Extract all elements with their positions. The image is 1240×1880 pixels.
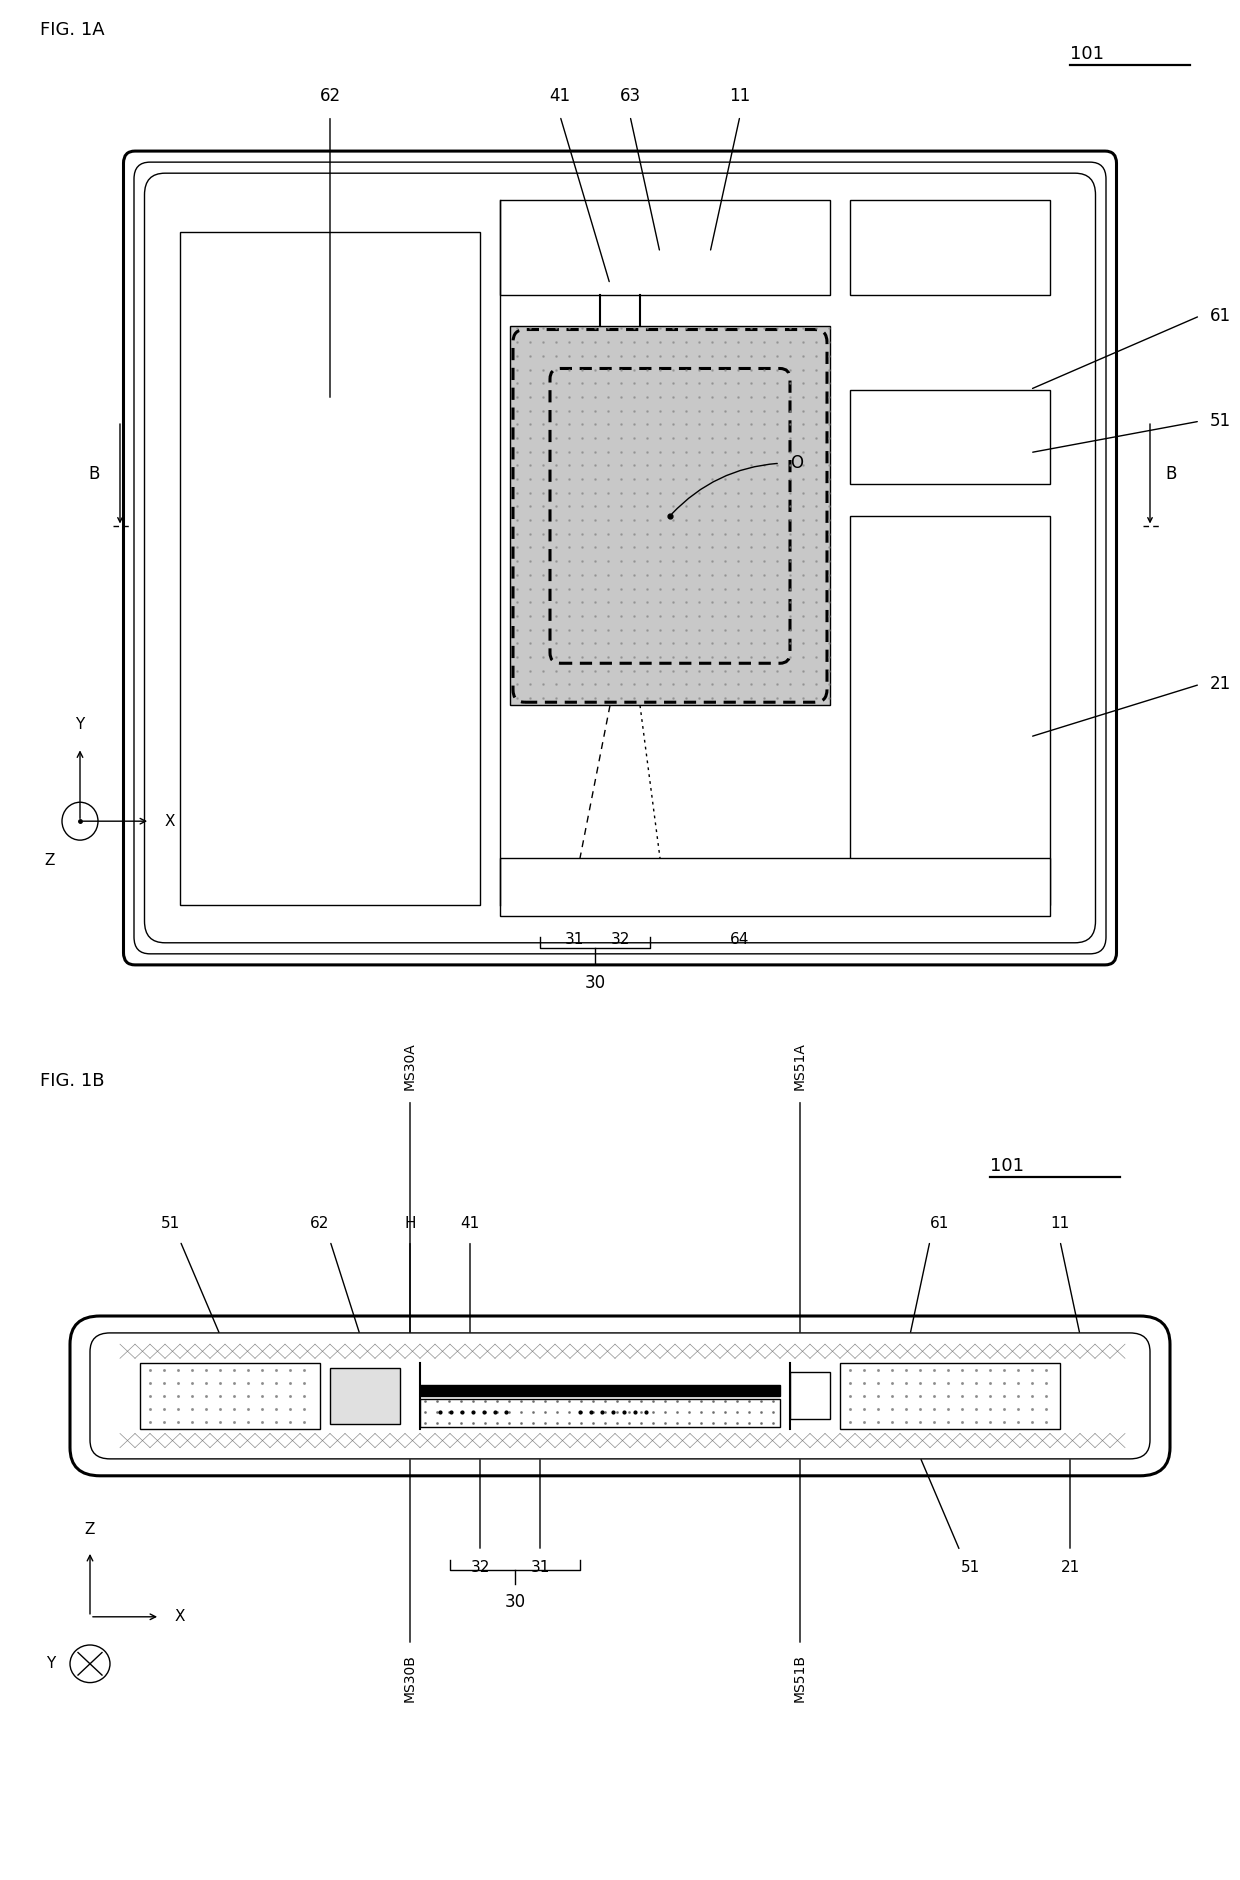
Text: 31: 31 xyxy=(565,932,585,948)
Text: 30: 30 xyxy=(584,974,605,993)
Text: 101: 101 xyxy=(1070,45,1104,64)
Text: X: X xyxy=(165,814,176,829)
Text: Z: Z xyxy=(45,854,56,869)
Text: 61: 61 xyxy=(930,1216,950,1231)
FancyBboxPatch shape xyxy=(134,162,1106,953)
FancyBboxPatch shape xyxy=(91,1333,1149,1459)
Text: 32: 32 xyxy=(610,932,630,948)
Text: 21: 21 xyxy=(1060,1560,1080,1575)
Text: Z: Z xyxy=(84,1523,95,1538)
Text: H: H xyxy=(404,1216,415,1231)
Text: 32: 32 xyxy=(470,1560,490,1575)
FancyBboxPatch shape xyxy=(69,1316,1171,1476)
Bar xyxy=(849,389,1050,485)
FancyBboxPatch shape xyxy=(145,173,1095,942)
Text: 62: 62 xyxy=(320,86,341,105)
Text: O: O xyxy=(790,455,804,472)
Text: B: B xyxy=(88,464,100,483)
Text: 11: 11 xyxy=(1050,1216,1070,1231)
Bar xyxy=(839,1363,1060,1429)
Text: 63: 63 xyxy=(620,86,641,105)
Text: B: B xyxy=(1166,464,1177,483)
Text: MS51B: MS51B xyxy=(794,1654,807,1703)
Bar xyxy=(420,1384,780,1395)
Text: MS30B: MS30B xyxy=(403,1654,417,1701)
Text: 62: 62 xyxy=(310,1216,330,1231)
Bar xyxy=(330,1369,401,1425)
Text: 21: 21 xyxy=(1210,675,1231,694)
Text: FIG. 1B: FIG. 1B xyxy=(40,1072,104,1090)
Bar xyxy=(849,199,1050,295)
Text: 51: 51 xyxy=(160,1216,180,1231)
Text: Y: Y xyxy=(46,1656,55,1671)
Bar xyxy=(510,327,830,705)
Bar xyxy=(849,515,1050,906)
Text: X: X xyxy=(175,1609,186,1624)
Bar xyxy=(790,1372,830,1419)
Bar xyxy=(500,199,830,295)
Text: 30: 30 xyxy=(505,1594,526,1611)
Bar xyxy=(130,1433,1110,1448)
Text: 61: 61 xyxy=(1210,306,1231,325)
Bar xyxy=(180,231,480,906)
Bar xyxy=(420,1399,780,1427)
Text: MS51A: MS51A xyxy=(794,1043,807,1090)
Bar xyxy=(170,199,1070,916)
Text: 31: 31 xyxy=(531,1560,549,1575)
Text: 41: 41 xyxy=(549,86,570,105)
Text: 51: 51 xyxy=(960,1560,980,1575)
Text: Y: Y xyxy=(76,716,84,731)
Text: MS30A: MS30A xyxy=(403,1043,417,1090)
Bar xyxy=(130,1344,1110,1357)
Text: 101: 101 xyxy=(990,1156,1024,1175)
Text: 51: 51 xyxy=(1210,412,1231,431)
Text: 41: 41 xyxy=(460,1216,480,1231)
Text: FIG. 1A: FIG. 1A xyxy=(40,21,104,39)
FancyBboxPatch shape xyxy=(124,150,1116,964)
Text: 64: 64 xyxy=(730,932,750,948)
Bar xyxy=(500,857,1050,916)
Bar xyxy=(140,1363,320,1429)
Text: 11: 11 xyxy=(729,86,750,105)
